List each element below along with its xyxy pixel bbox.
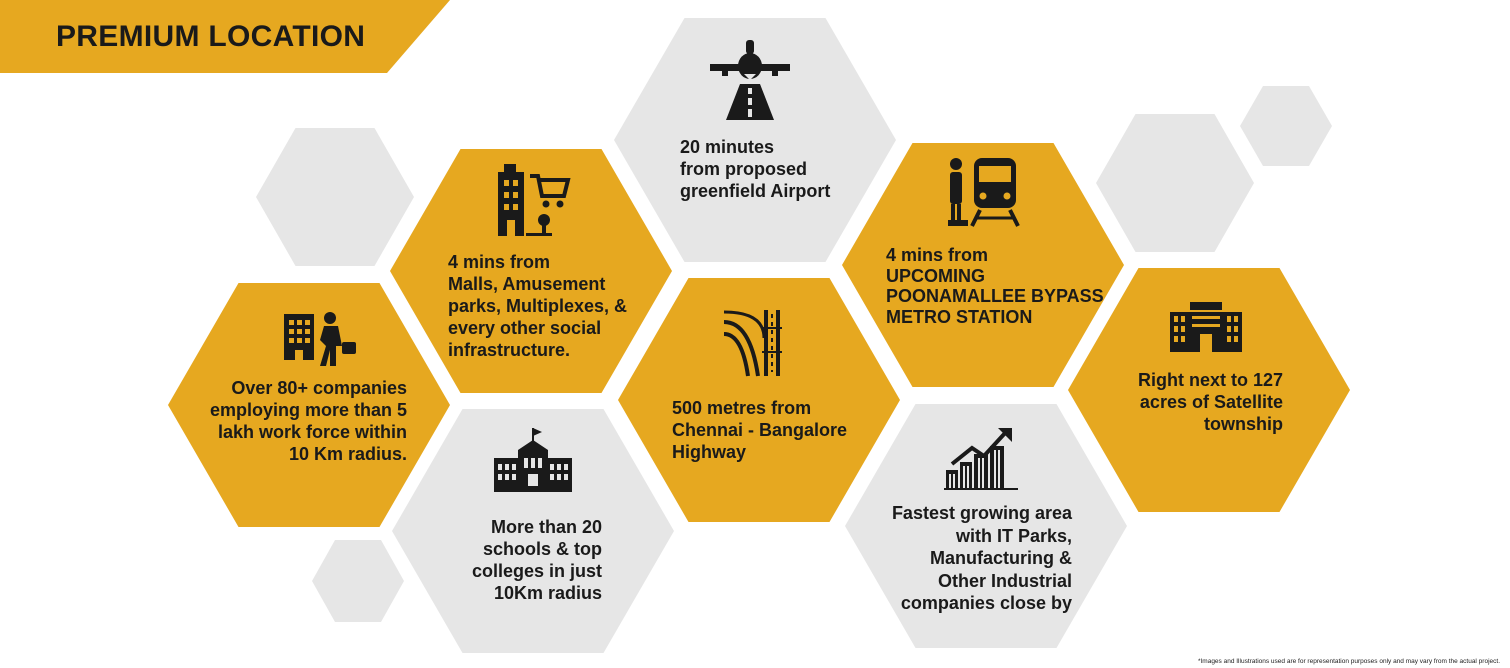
metro-train-icon: [948, 158, 1020, 227]
text-line: Malls, Amusement: [448, 274, 606, 294]
malls-text: 4 mins from Malls, Amusement parks, Mult…: [448, 251, 627, 361]
township-building-icon: [1170, 302, 1242, 352]
text-line: Highway: [672, 442, 747, 462]
school-building-icon: [494, 428, 572, 492]
text-line: with IT Parks,: [955, 525, 1072, 546]
text-line: 10Km radius: [493, 583, 602, 603]
text-line: 4 mins from: [886, 245, 989, 265]
highway-text: 500 metres from Chennai - Bangalore High…: [672, 397, 847, 463]
text-line: POONAMALLEE BYPASS: [886, 286, 1104, 306]
text-line: infrastructure.: [448, 340, 571, 360]
text-line: METRO STATION: [886, 306, 1033, 327]
text-line: every other social: [448, 318, 602, 338]
disclaimer-footnote: *Images and Illustrations used are for r…: [1197, 658, 1500, 665]
text-line: Over 80+ companies: [231, 378, 407, 398]
text-line: Manufacturing &: [930, 548, 1072, 568]
text-line: acres of Satellite: [1139, 392, 1283, 412]
text-line: companies close by: [900, 593, 1072, 613]
metro-text: 4 mins from UPCOMING POONAMALLEE BYPASS …: [886, 245, 1104, 327]
airport-text: 20 minutes from proposed greenfield Airp…: [680, 136, 830, 202]
text-line: More than 20: [490, 517, 602, 537]
growth-text: Fastest growing area with IT Parks, Manu…: [880, 502, 1072, 615]
decor-hex: [312, 540, 404, 622]
text-line: colleges in just: [471, 561, 602, 581]
text-line: schools & top: [482, 539, 602, 559]
header-banner: [0, 0, 450, 73]
text-line: employing more than 5: [209, 400, 407, 420]
shopping-mall-icon: [498, 164, 571, 236]
office-worker-icon: [284, 312, 356, 366]
schools-text: More than 20 schools & top colleges in j…: [440, 516, 602, 604]
text-line: UPCOMING: [886, 265, 985, 286]
decor-hex: [1240, 86, 1332, 166]
text-line: lakh work force within: [217, 422, 407, 442]
text-line: parks, Multiplexes, &: [448, 296, 628, 316]
highway-interchange-icon: [723, 310, 782, 377]
decor-hex: [256, 128, 414, 266]
text-line: Fastest growing area: [891, 503, 1072, 523]
text-line: township: [1204, 414, 1283, 434]
text-line: from proposed: [680, 159, 808, 179]
page-title: PREMIUM LOCATION: [56, 20, 366, 53]
text-line: 500 metres from: [672, 398, 812, 418]
airplane-runway-icon: [710, 40, 790, 120]
companies-text: Over 80+ companies employing more than 5…: [190, 377, 407, 465]
text-line: 20 minutes: [680, 137, 775, 157]
text-line: Other Industrial: [937, 570, 1072, 591]
text-line: Chennai - Bangalore: [672, 420, 848, 440]
text-line: 10 Km radius.: [288, 444, 407, 464]
decor-hex: [1096, 114, 1254, 252]
growth-buildings-icon: [944, 428, 1018, 490]
text-line: greenfield Airport: [680, 181, 831, 201]
text-line: 4 mins from: [448, 252, 551, 272]
township-text: Right next to 127 acres of Satellite tow…: [1110, 369, 1283, 435]
text-line: Right next to 127: [1137, 370, 1283, 390]
